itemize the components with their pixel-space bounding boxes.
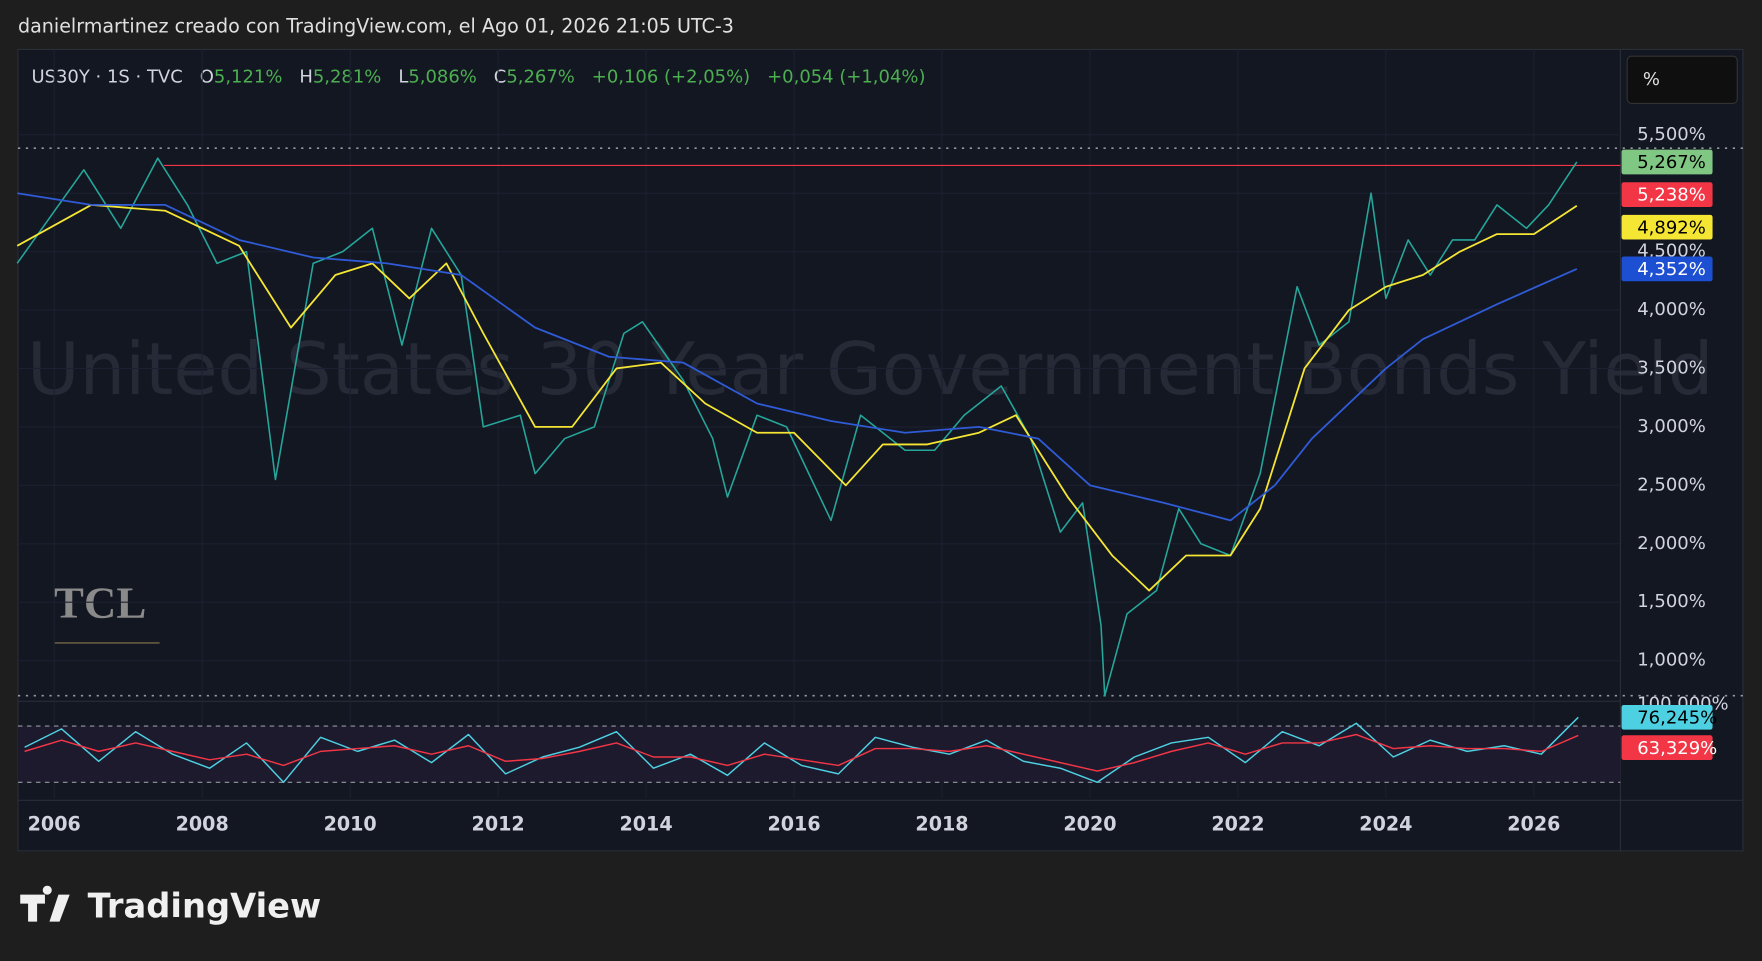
price-tag-label: 76,245% (1637, 707, 1717, 728)
moving-average (16, 204, 1578, 592)
price-line (16, 157, 1578, 697)
x-tick-label: 2026 (1507, 812, 1560, 835)
footer: TradingView (88, 887, 321, 926)
moving-average (17, 192, 1578, 522)
h: 5,281% (313, 67, 382, 88)
price-tag-label: 5,238% (1637, 185, 1706, 206)
rsi-line (24, 716, 1579, 784)
price-tag (1621, 735, 1713, 761)
chart-panel (17, 48, 1744, 852)
y-tick-label: 5,500% (1637, 124, 1706, 145)
x-tick-label: 2024 (1359, 812, 1412, 835)
price-tag (1621, 704, 1713, 730)
plot: 1,000% 1,500% 2,000% 2,500% 3,000% 3,500% 4,00… (16, 49, 1743, 835)
x-tick-label: 2020 (1063, 812, 1116, 835)
scale-button[interactable] (1626, 55, 1738, 104)
y-tick-label: 3,000% (1637, 416, 1706, 437)
legend: US30Y · 1S · TVC O5,121% H5,281% L5,086%… (31, 67, 925, 88)
y-tick-label: 4,000% (1637, 299, 1706, 320)
y-tick-label: 3,500% (1637, 357, 1706, 378)
x-tick-label: 2010 (324, 812, 377, 835)
price-tag (1621, 256, 1713, 282)
h-key: H (299, 67, 313, 88)
price-tag (1621, 149, 1713, 175)
l: 5,086% (408, 67, 477, 88)
y-tick-label: 1,500% (1637, 591, 1706, 612)
price-tag-label: 63,329% (1637, 738, 1717, 759)
rsi-band (17, 726, 1621, 783)
change2: +0,054 (+1,04%) (767, 67, 925, 88)
y-tick-label: 2,500% (1637, 474, 1706, 495)
rsi-line (24, 733, 1579, 772)
scale-button-label[interactable]: % (1643, 69, 1660, 90)
price-tag-label: 4,352% (1637, 259, 1706, 280)
l-key: L (398, 67, 408, 88)
x-tick-label: 2016 (767, 812, 820, 835)
change: +0,106 (+2,05%) (592, 67, 750, 88)
tv-logo-icon (20, 885, 70, 922)
price-tag-label: 4,892% (1637, 217, 1706, 238)
price-tag (1621, 182, 1713, 207)
x-tick-label: 2012 (472, 812, 525, 835)
o: 5,121% (214, 67, 283, 88)
x-tick-label: 2022 (1211, 812, 1264, 835)
y-tick-label: 2,000% (1637, 533, 1706, 554)
x-tick-label: 2008 (176, 812, 229, 835)
o-key: O (200, 67, 214, 88)
price-tag (1621, 214, 1713, 240)
x-tick-label: 2014 (620, 812, 673, 835)
x-tick-label: 2006 (28, 812, 81, 835)
x-tick-label: 2018 (915, 812, 968, 835)
c-key: C (494, 67, 507, 88)
price-tag-label: 5,267% (1637, 152, 1706, 173)
tv-icon (20, 885, 70, 922)
y-tick-label: 4,500% (1637, 241, 1706, 262)
caption: danielrmartinez creado con TradingView.c… (18, 14, 734, 37)
c: 5,267% (506, 67, 575, 88)
symbol: US30Y · 1S · TVC (31, 67, 182, 88)
y-tick-label: 1,000% (1637, 650, 1706, 671)
